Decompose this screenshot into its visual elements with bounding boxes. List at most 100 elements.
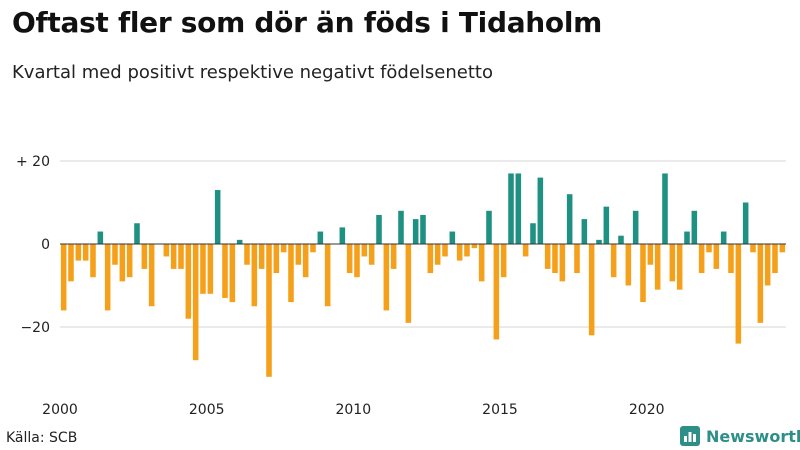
bar (185, 244, 192, 319)
bar (368, 244, 375, 265)
bar (728, 244, 734, 274)
bar (449, 231, 456, 244)
y-tick-label: 0 (41, 237, 50, 253)
bar (610, 244, 617, 278)
bar (581, 219, 588, 244)
bar (500, 244, 507, 278)
bar (236, 239, 243, 244)
x-tick-label: 2005 (189, 402, 225, 418)
bar (178, 244, 184, 269)
bar (134, 223, 140, 244)
bar (60, 244, 67, 311)
bar (544, 244, 551, 269)
bar (214, 190, 221, 244)
bar (354, 244, 360, 278)
bar (566, 194, 573, 244)
bar (456, 244, 463, 261)
bar (126, 244, 133, 278)
bar (757, 244, 764, 323)
x-tick-label: 2015 (482, 402, 518, 418)
chart-title: Oftast fler som dör än föds i Tidaholm (12, 6, 603, 39)
bar (537, 177, 544, 244)
bar (574, 244, 580, 274)
y-tick-label: + 20 (16, 154, 50, 170)
bar (405, 244, 412, 323)
bar (420, 214, 426, 244)
bar (383, 244, 390, 311)
bar (346, 244, 353, 274)
bar (662, 173, 668, 244)
bar (398, 210, 404, 244)
bar (618, 235, 624, 244)
x-tick-label: 2020 (629, 402, 665, 418)
source-label: Källa: SCB (6, 430, 78, 446)
bar (669, 244, 676, 282)
x-axis-labels: 2000 2005 2010 2015 2020 (42, 402, 664, 418)
bar (654, 244, 661, 290)
bar (632, 210, 639, 244)
bar (141, 244, 148, 269)
bar (471, 244, 478, 249)
bar (229, 244, 236, 303)
bar (82, 244, 89, 261)
bar (742, 202, 749, 244)
y-tick-label: −20 (20, 320, 50, 336)
bar (163, 244, 170, 257)
bar (530, 223, 536, 244)
bar (258, 244, 265, 269)
bar-chart-logo-icon (680, 426, 700, 446)
bar (486, 210, 492, 244)
bar (324, 244, 331, 307)
bar (273, 244, 280, 274)
bar (434, 244, 441, 265)
bar (317, 231, 324, 244)
bar (464, 244, 470, 257)
bar (508, 173, 514, 244)
bar (376, 214, 382, 244)
bar (288, 244, 294, 303)
bar (691, 210, 698, 244)
bar (200, 244, 206, 294)
bar (295, 244, 302, 265)
bar (713, 244, 720, 269)
bar (588, 244, 595, 336)
bar (735, 244, 742, 344)
bar (493, 244, 500, 340)
x-tick-label: 2010 (335, 402, 371, 418)
bar (720, 231, 727, 244)
bar (596, 239, 602, 244)
bar (266, 244, 272, 377)
bar (390, 244, 397, 269)
bar (676, 244, 683, 290)
bar (222, 244, 228, 298)
bar (280, 244, 287, 253)
bar (684, 231, 690, 244)
bar (244, 244, 250, 265)
bar (112, 244, 118, 265)
bar (170, 244, 177, 269)
bar (302, 244, 309, 278)
bar (207, 244, 214, 294)
chart-subtitle: Kvartal med positivt respektive negativt… (12, 62, 493, 83)
bar (750, 244, 756, 253)
brand-name: Newsworthy (706, 426, 800, 446)
bar (192, 244, 199, 361)
bar (552, 244, 558, 274)
bar (559, 244, 566, 282)
bar (640, 244, 646, 303)
y-axis-labels: + 20 0 −20 (16, 154, 50, 336)
newsworthy-logo: Newsworthy (680, 426, 800, 446)
bar (119, 244, 126, 282)
bar (104, 244, 111, 311)
bar (515, 173, 522, 244)
bar (97, 231, 104, 244)
bar (706, 244, 712, 253)
bar (75, 244, 82, 261)
bar (764, 244, 771, 286)
bar (427, 244, 434, 274)
bar (779, 244, 786, 253)
x-tick-label: 2000 (42, 402, 78, 418)
bar (412, 219, 419, 244)
gridlines (60, 160, 786, 328)
